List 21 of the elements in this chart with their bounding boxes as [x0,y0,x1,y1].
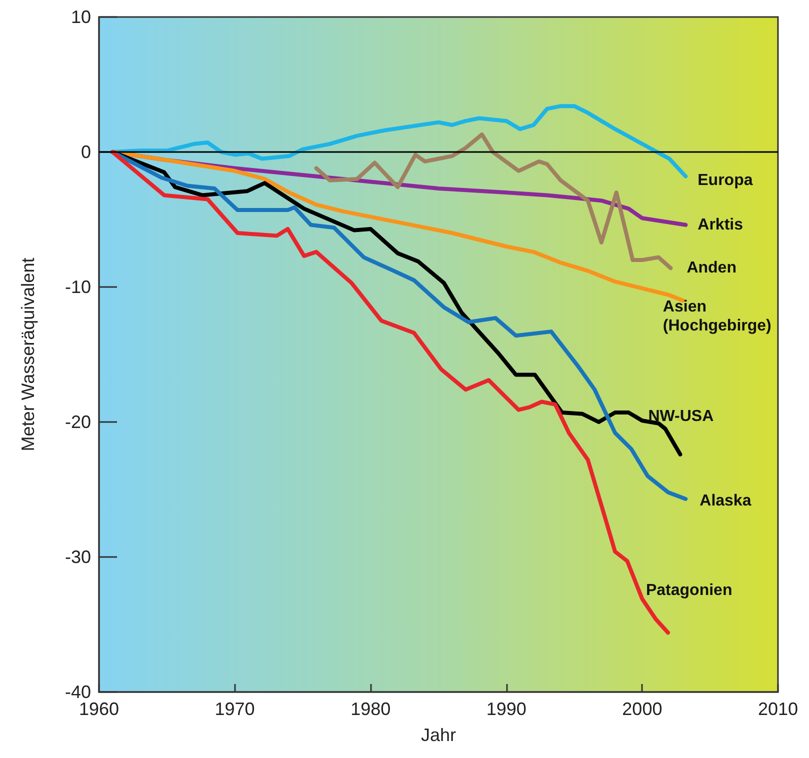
x-tick-label: 1970 [214,699,255,719]
y-tick-label: -10 [64,277,91,297]
series-label: NW-USA [648,408,714,425]
x-tick-label: 1990 [486,699,526,719]
y-tick-label: 10 [70,7,91,27]
x-tick-label: 2000 [622,699,662,719]
series-label: Arktis [698,216,744,234]
x-tick-label: 1980 [350,699,391,719]
y-axis-title: Meter Wasseräquivalent [18,258,38,452]
y-tick-label: -20 [64,412,91,432]
series-label: Europa [698,172,753,189]
y-tick-label: 0 [80,142,91,162]
x-tick-label: 1960 [78,699,120,719]
series-label: Anden [686,260,736,277]
y-tick-label: -30 [64,547,91,567]
series-label: Patagonien [646,582,732,600]
x-axis-title: Jahr [420,725,456,745]
series-label: Asien (Hochgebirge) [662,298,772,334]
series-label: Alaska [700,492,752,510]
y-tick-label: -40 [64,682,91,702]
x-tick-label: 2010 [758,699,798,719]
